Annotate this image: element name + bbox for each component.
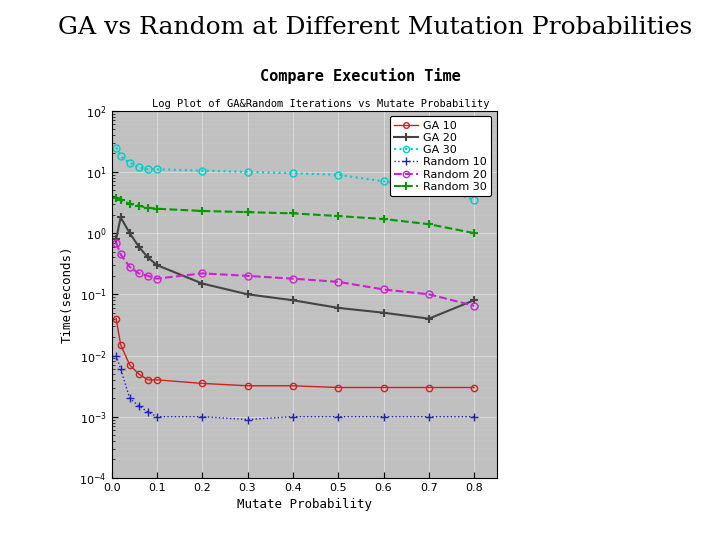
Random 20 xyxy=(198,270,207,276)
Random 30 xyxy=(198,208,207,214)
Random 10 xyxy=(289,414,297,420)
Random 10 xyxy=(379,414,388,420)
GA 30 xyxy=(125,160,134,166)
Text: Compare Execution Time: Compare Execution Time xyxy=(260,68,460,84)
Line: GA 30: GA 30 xyxy=(112,144,477,203)
Line: GA 20: GA 20 xyxy=(112,213,478,323)
GA 10 xyxy=(243,382,252,389)
Random 10 xyxy=(425,414,433,420)
Random 20 xyxy=(379,286,388,293)
Random 10 xyxy=(153,414,161,420)
Random 30 xyxy=(143,205,152,211)
GA 10 xyxy=(470,384,479,391)
Random 30 xyxy=(243,209,252,215)
Random 30 xyxy=(470,230,479,237)
Random 30 xyxy=(425,221,433,227)
Line: Random 20: Random 20 xyxy=(112,239,477,309)
Random 20 xyxy=(117,251,125,258)
Random 30 xyxy=(117,197,125,203)
GA 30 xyxy=(379,178,388,185)
Random 10 xyxy=(125,395,134,402)
GA 20 xyxy=(379,309,388,316)
Line: GA 10: GA 10 xyxy=(113,315,477,390)
Random 10 xyxy=(117,366,125,372)
GA 20 xyxy=(143,254,152,261)
GA 20 xyxy=(243,291,252,298)
GA 30 xyxy=(470,197,479,203)
GA 10 xyxy=(198,380,207,387)
GA 30 xyxy=(153,166,161,173)
Legend: GA 10, GA 20, GA 30, Random 10, Random 20, Random 30: GA 10, GA 20, GA 30, Random 10, Random 2… xyxy=(390,116,491,196)
GA 10 xyxy=(135,370,143,377)
Random 20 xyxy=(143,273,152,279)
Random 20 xyxy=(112,239,120,246)
Random 20 xyxy=(425,291,433,298)
GA 20 xyxy=(125,230,134,237)
GA 30 xyxy=(289,170,297,177)
GA 30 xyxy=(425,182,433,188)
GA 30 xyxy=(135,164,143,170)
GA 30 xyxy=(243,168,252,175)
Line: Random 30: Random 30 xyxy=(112,193,478,237)
GA 10 xyxy=(153,376,161,383)
Random 10 xyxy=(135,403,143,409)
Random 20 xyxy=(470,302,479,309)
Random 20 xyxy=(125,264,134,270)
GA 20 xyxy=(135,244,143,250)
GA 10 xyxy=(143,376,152,383)
Random 20 xyxy=(243,273,252,279)
Random 20 xyxy=(289,275,297,282)
Random 10 xyxy=(143,409,152,415)
GA 10 xyxy=(425,384,433,391)
GA 30 xyxy=(143,166,152,173)
Random 10 xyxy=(112,352,120,359)
Random 30 xyxy=(153,206,161,212)
GA 10 xyxy=(334,384,343,391)
GA 30 xyxy=(334,172,343,178)
GA 20 xyxy=(425,315,433,322)
Random 30 xyxy=(379,216,388,222)
Random 30 xyxy=(289,210,297,217)
Random 10 xyxy=(470,414,479,420)
GA 10 xyxy=(112,315,120,322)
Random 10 xyxy=(198,414,207,420)
Line: Random 10: Random 10 xyxy=(112,352,478,424)
Text: Log Plot of GA&Random Iterations vs Mutate Probability: Log Plot of GA&Random Iterations vs Muta… xyxy=(152,98,489,109)
GA 10 xyxy=(379,384,388,391)
Random 20 xyxy=(334,279,343,285)
GA 10 xyxy=(125,362,134,368)
Text: GA vs Random at Different Mutation Probabilities: GA vs Random at Different Mutation Proba… xyxy=(58,16,692,39)
GA 20 xyxy=(470,297,479,303)
GA 30 xyxy=(117,153,125,159)
GA 20 xyxy=(112,236,120,242)
Random 30 xyxy=(334,213,343,219)
GA 20 xyxy=(153,262,161,268)
GA 20 xyxy=(117,214,125,221)
X-axis label: Mutate Probability: Mutate Probability xyxy=(237,498,372,511)
Y-axis label: Time(seconds): Time(seconds) xyxy=(61,246,74,343)
Random 30 xyxy=(112,194,120,201)
Random 10 xyxy=(334,414,343,420)
GA 20 xyxy=(289,297,297,303)
GA 10 xyxy=(289,382,297,389)
Random 30 xyxy=(135,202,143,209)
GA 30 xyxy=(198,167,207,174)
GA 30 xyxy=(112,144,120,151)
Random 10 xyxy=(243,416,252,423)
Random 20 xyxy=(135,270,143,276)
Random 20 xyxy=(153,275,161,282)
Random 30 xyxy=(125,201,134,207)
GA 20 xyxy=(334,305,343,311)
GA 20 xyxy=(198,280,207,287)
GA 10 xyxy=(117,341,125,348)
